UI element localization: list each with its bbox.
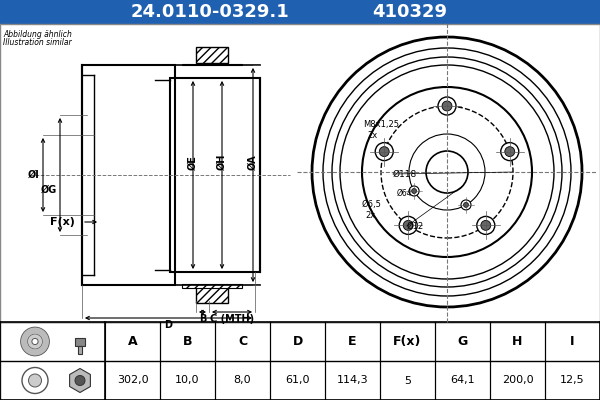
Text: B: B (199, 314, 206, 324)
Text: E: E (348, 335, 357, 348)
Text: F(x): F(x) (394, 335, 422, 348)
Circle shape (481, 220, 491, 230)
Text: Ø64: Ø64 (397, 188, 413, 198)
Circle shape (32, 338, 38, 344)
Circle shape (505, 147, 515, 156)
Text: D: D (164, 320, 173, 330)
Circle shape (399, 216, 417, 234)
Circle shape (464, 202, 469, 208)
Text: 2x: 2x (365, 210, 375, 220)
Bar (182, 64, 242, 65)
Text: 64,1: 64,1 (450, 376, 475, 386)
Circle shape (28, 334, 43, 349)
Bar (170, 78, 260, 272)
Bar (196, 287, 228, 303)
Bar (0, 24, 600, 322)
Text: 8,0: 8,0 (233, 376, 251, 386)
Text: I: I (570, 335, 575, 348)
Circle shape (409, 186, 419, 196)
Circle shape (412, 188, 416, 194)
Text: F(x): F(x) (50, 217, 75, 227)
Polygon shape (70, 368, 91, 392)
Circle shape (29, 374, 41, 387)
Text: ØH: ØH (217, 154, 227, 170)
Text: 2x: 2x (367, 130, 377, 140)
Text: ØG: ØG (41, 185, 57, 195)
Bar (0, 0, 600, 24)
Circle shape (426, 151, 468, 193)
Text: ØI: ØI (28, 170, 40, 180)
Text: 24.0110-0329.1: 24.0110-0329.1 (131, 3, 289, 21)
Circle shape (379, 147, 389, 156)
Text: 12,5: 12,5 (560, 376, 585, 386)
Text: Abbildung ähnlich: Abbildung ähnlich (3, 30, 72, 39)
Circle shape (461, 200, 471, 210)
Text: Ø118: Ø118 (393, 170, 417, 178)
Circle shape (438, 97, 456, 115)
Text: C: C (238, 335, 247, 348)
Text: 5: 5 (404, 376, 411, 386)
Text: 114,3: 114,3 (337, 376, 368, 386)
Circle shape (501, 143, 519, 161)
Text: 302,0: 302,0 (116, 376, 148, 386)
Wedge shape (21, 328, 49, 356)
Bar (182, 284, 242, 288)
Circle shape (442, 101, 452, 111)
Text: B: B (183, 335, 192, 348)
Text: G: G (457, 335, 467, 348)
Text: Ø12: Ø12 (407, 222, 424, 230)
Bar (78, 346, 82, 354)
Bar (196, 47, 228, 63)
Text: M8x1,25: M8x1,25 (363, 120, 399, 130)
Text: H: H (512, 335, 523, 348)
Text: 200,0: 200,0 (502, 376, 533, 386)
Text: 61,0: 61,0 (285, 376, 310, 386)
Circle shape (403, 220, 413, 230)
Text: Illustration similar: Illustration similar (3, 38, 71, 47)
Bar (80, 63, 262, 287)
Text: Ø6,5: Ø6,5 (362, 200, 382, 210)
Circle shape (375, 143, 393, 161)
Bar (0, 322, 600, 400)
Text: ØA: ØA (248, 154, 258, 170)
Text: 10,0: 10,0 (175, 376, 200, 386)
Circle shape (477, 216, 495, 234)
Text: ØE: ØE (188, 155, 198, 170)
Text: D: D (292, 335, 302, 348)
FancyBboxPatch shape (75, 338, 85, 346)
Circle shape (75, 376, 85, 386)
Text: C (MTH): C (MTH) (210, 314, 254, 324)
Bar (0, 24, 600, 322)
Bar (82, 65, 175, 285)
Text: 410329: 410329 (373, 3, 448, 21)
Text: A: A (128, 335, 137, 348)
